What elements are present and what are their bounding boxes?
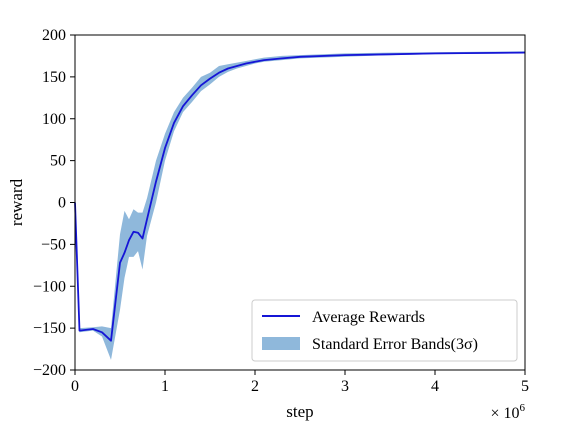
x-tick-label: 0 [71, 378, 79, 395]
x-axis-scale-label: × 106 [490, 402, 525, 422]
x-tick-label: 4 [431, 378, 439, 395]
legend-label-average-rewards: Average Rewards [312, 309, 425, 326]
y-axis: −200 −150 −100 −50 0 50 100 150 200 [33, 27, 75, 379]
y-tick-label: 100 [42, 111, 66, 128]
average-rewards-line [74, 51, 526, 342]
x-tick-label: 5 [521, 378, 529, 395]
legend-box [251, 299, 518, 362]
x-tick-label: 1 [161, 378, 169, 395]
legend-label-error-bands: Standard Error Bands(3σ) [312, 336, 478, 353]
y-tick-label: −50 [41, 236, 66, 253]
x-axis-title: step [286, 402, 313, 421]
series-line-layer [74, 51, 526, 342]
y-tick-label: 0 [58, 195, 66, 212]
x-tick-label: 2 [251, 378, 259, 395]
legend: Average Rewards Standard Error Bands(3σ) [251, 299, 518, 362]
y-tick-label: −150 [33, 320, 66, 337]
x-axis-scale-exponent: 6 [520, 402, 526, 414]
x-axis-scale-base: × 10 [490, 405, 519, 422]
y-tick-label: 200 [42, 27, 66, 44]
y-tick-label: 150 [42, 69, 66, 86]
x-tick-label: 3 [341, 378, 349, 395]
x-axis: 0 1 2 3 4 5 [71, 370, 529, 395]
legend-swatch-error-bands [262, 337, 300, 350]
y-axis-title: reward [7, 178, 26, 226]
y-tick-label: −200 [33, 362, 66, 379]
y-tick-label: −100 [33, 278, 66, 295]
y-tick-label: 50 [50, 153, 66, 170]
